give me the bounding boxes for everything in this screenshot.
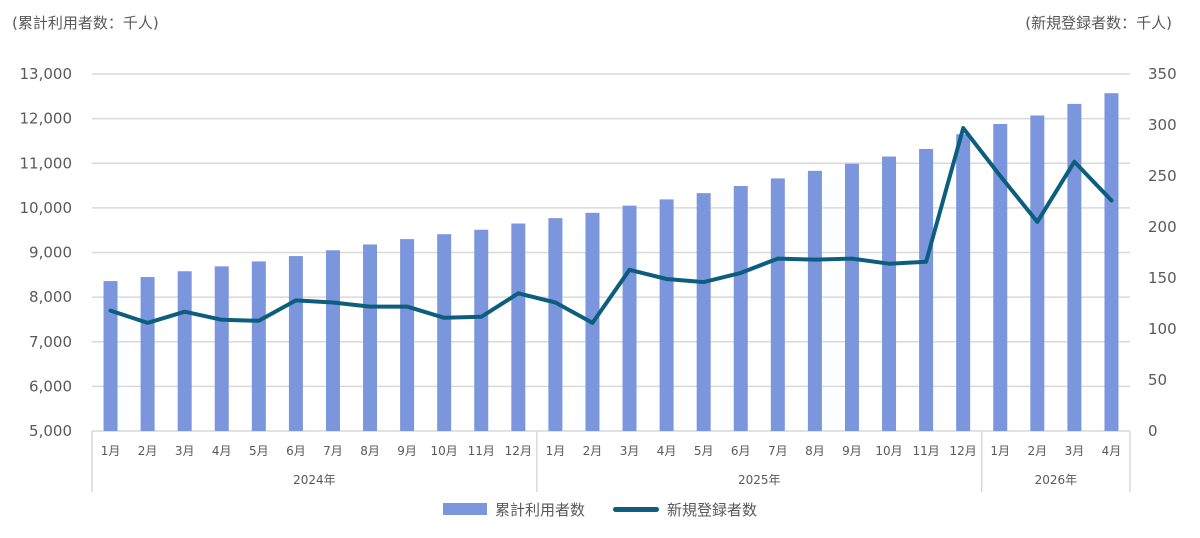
right-tick-label: 50 [1148, 371, 1167, 389]
bar [659, 199, 674, 431]
left-tick-label: 13,000 [20, 65, 73, 83]
month-tick-label: 1月 [101, 444, 121, 458]
year-label: 2026年 [1035, 473, 1078, 487]
left-tick-label: 12,000 [20, 110, 73, 128]
bar [437, 234, 452, 431]
month-tick-label: 6月 [731, 444, 751, 458]
left-tick-label: 10,000 [20, 199, 73, 217]
month-tick-label: 1月 [546, 444, 566, 458]
month-tick-label: 5月 [249, 444, 269, 458]
bar [993, 123, 1008, 431]
month-tick-label: 11月 [912, 444, 939, 458]
right-tick-label: 300 [1148, 116, 1177, 134]
bar [807, 170, 822, 431]
bar [363, 244, 378, 431]
left-tick-label: 11,000 [20, 154, 73, 172]
bar [177, 271, 192, 431]
month-tick-label: 7月 [323, 444, 343, 458]
month-tick-label: 2月 [138, 444, 158, 458]
right-tick-label: 0 [1148, 422, 1158, 440]
month-tick-label: 10月 [431, 444, 458, 458]
bar [140, 277, 155, 431]
month-tick-label: 2月 [1028, 444, 1048, 458]
bar [919, 148, 934, 431]
month-tick-label: 9月 [842, 444, 862, 458]
left-tick-label: 6,000 [29, 377, 72, 395]
series-line [108, 126, 1114, 325]
month-tick-label: 3月 [1065, 444, 1085, 458]
legend-line-swatch [613, 506, 659, 512]
bar [770, 178, 785, 431]
left-tick-label: 9,000 [29, 244, 72, 262]
bar [844, 163, 859, 432]
month-tick-label: 9月 [397, 444, 417, 458]
legend-bar-swatch [442, 503, 487, 515]
right-tick-label: 250 [1148, 167, 1177, 185]
month-tick-label: 11月 [468, 444, 495, 458]
legend: 累計利用者数 新規登録者数 [0, 497, 1200, 521]
right-tick-label: 350 [1148, 65, 1177, 83]
left-axis-unit-label: (累計利用者数：千人) [12, 14, 159, 32]
month-tick-label: 10月 [875, 444, 902, 458]
month-tick-label: 4月 [212, 444, 232, 458]
month-tick-label: 12月 [950, 444, 977, 458]
year-label: 2024年 [293, 473, 336, 487]
bar [474, 229, 489, 431]
bar [622, 205, 637, 431]
right-tick-label: 100 [1148, 320, 1177, 338]
legend-line-label: 新規登録者数 [667, 500, 758, 519]
month-tick-label: 7月 [768, 444, 788, 458]
legend-item-bar: 累計利用者数 [442, 499, 585, 520]
month-tick-label: 3月 [620, 444, 640, 458]
legend-bar-label: 累計利用者数 [494, 500, 585, 519]
bar [214, 266, 229, 431]
month-tick-label: 4月 [1102, 444, 1122, 458]
legend-item-line: 新規登録者数 [613, 499, 757, 520]
bar [1067, 103, 1082, 432]
month-tick-label: 6月 [286, 444, 306, 458]
bar [400, 239, 415, 431]
month-tick-label: 3月 [175, 444, 195, 458]
right-tick-label: 150 [1148, 269, 1177, 287]
bar [956, 134, 971, 431]
right-tick-label: 200 [1148, 218, 1177, 236]
bar [103, 281, 118, 431]
month-tick-label: 12月 [505, 444, 532, 458]
month-tick-label: 5月 [694, 444, 714, 458]
bar [325, 250, 340, 431]
left-tick-label: 8,000 [29, 288, 72, 306]
month-tick-label: 8月 [360, 444, 380, 458]
right-axis-unit-label: (新規登録者数：千人) [1025, 14, 1172, 32]
bar [251, 261, 266, 431]
month-tick-label: 8月 [805, 444, 825, 458]
year-label: 2025年 [738, 473, 781, 487]
bar [1030, 115, 1045, 431]
month-tick-label: 4月 [657, 444, 677, 458]
bar [288, 256, 303, 431]
bar [733, 186, 748, 431]
month-tick-label: 1月 [990, 444, 1010, 458]
bar [548, 218, 563, 431]
left-tick-label: 7,000 [29, 333, 72, 351]
bar [696, 193, 711, 431]
bar [1104, 93, 1119, 431]
month-tick-label: 2月 [583, 444, 603, 458]
bar [511, 223, 526, 431]
bar [882, 156, 897, 431]
left-tick-label: 5,000 [29, 422, 72, 440]
